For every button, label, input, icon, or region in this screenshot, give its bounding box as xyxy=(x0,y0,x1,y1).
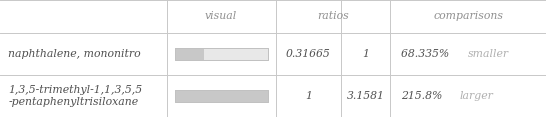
Text: 68.335%: 68.335% xyxy=(401,49,453,59)
Text: visual: visual xyxy=(205,11,238,21)
Text: comparisons: comparisons xyxy=(433,11,503,21)
Text: 1,3,5-trimethyl-1,1,3,5,5
-pentaphenyltrisiloxane: 1,3,5-trimethyl-1,1,3,5,5 -pentaphenyltr… xyxy=(8,85,143,107)
Bar xyxy=(175,90,268,102)
Bar xyxy=(175,90,268,102)
Text: smaller: smaller xyxy=(468,49,509,59)
Bar xyxy=(175,48,268,60)
Bar xyxy=(175,90,268,102)
Text: ratios: ratios xyxy=(317,11,349,21)
Text: 3.1581: 3.1581 xyxy=(347,91,385,101)
Text: 0.31665: 0.31665 xyxy=(286,49,331,59)
Bar xyxy=(175,48,268,60)
Text: 1: 1 xyxy=(363,49,369,59)
Text: 215.8%: 215.8% xyxy=(401,91,446,101)
Bar xyxy=(175,48,204,60)
Text: 1: 1 xyxy=(305,91,312,101)
Text: larger: larger xyxy=(459,91,493,101)
Text: naphthalene, mononitro: naphthalene, mononitro xyxy=(8,49,141,59)
